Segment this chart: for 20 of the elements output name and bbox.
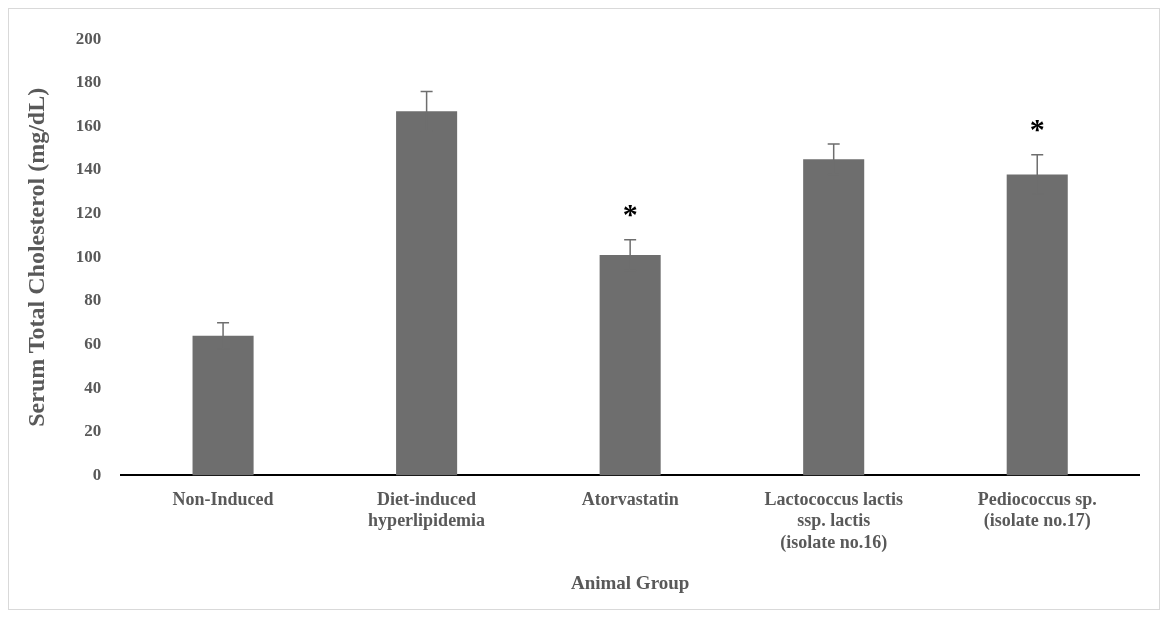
y-tick-label: 20 [84, 421, 102, 441]
y-tick-label: 200 [75, 28, 102, 48]
annotation: * [1029, 111, 1045, 145]
y-tick-label: 180 [75, 72, 102, 92]
x-tick-label: Atorvastatin [581, 488, 679, 509]
y-tick-label: 100 [75, 246, 102, 266]
y-axis-title: Serum Total Cholesterol (mg/dL) [22, 87, 49, 427]
x-tick-label: Pediococcus sp. (isolate no.17) [977, 488, 1097, 532]
y-tick-label: 40 [84, 377, 102, 397]
y-tick-label: 120 [75, 203, 102, 223]
y-tick-label: 80 [84, 290, 102, 310]
x-axis-title: Animal Group [570, 571, 690, 593]
x-tick-label: Diet-induced hyperlipidemia [368, 488, 486, 531]
y-tick-label: 0 [92, 464, 102, 484]
x-tick-label: Lactococcus lactis ssp. lactis (isolate no.16) [764, 488, 903, 554]
annotation: * [622, 196, 638, 230]
x-tick-label: Non-Induced [172, 488, 274, 509]
y-tick-label: 140 [75, 159, 102, 179]
y-tick-label: 160 [75, 115, 102, 135]
y-tick-label: 60 [84, 333, 102, 353]
